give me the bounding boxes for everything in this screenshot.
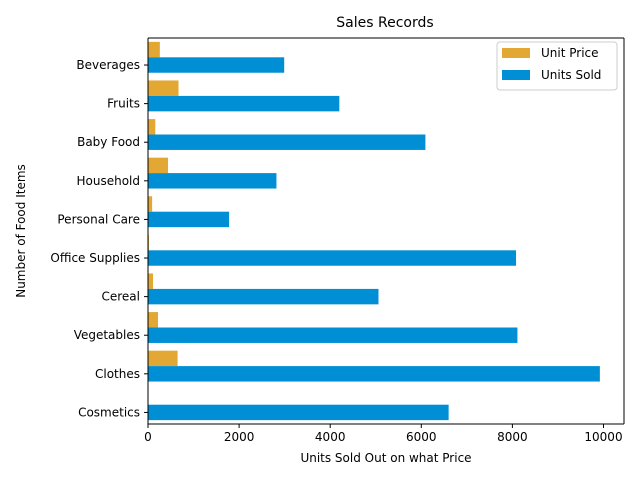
- bars-group: [148, 41, 600, 421]
- bar-unit-price-clothes: [148, 350, 178, 367]
- legend: Unit Price Units Sold: [496, 41, 618, 91]
- y-tick-label: Vegetables: [74, 328, 140, 342]
- x-tick-label: 2000: [224, 430, 255, 444]
- bar-unit-price-cereal: [148, 273, 154, 289]
- y-ticks-group: Cosmetics Clothes Vegetables Cereal Office S…: [50, 58, 148, 419]
- y-tick-label: Clothes: [95, 367, 140, 381]
- y-tick-label: Cosmetics: [78, 405, 140, 419]
- bar-units-sold-household: [148, 173, 277, 189]
- y-tick-label: Baby Food: [77, 135, 140, 149]
- legend-label-unit-price: Unit Price: [541, 46, 599, 60]
- bar-units-sold-baby-food: [148, 134, 426, 150]
- x-axis-label: Units Sold Out on what Price: [300, 451, 471, 465]
- y-tick-label: Personal Care: [57, 212, 140, 226]
- bar-units-sold-fruits: [148, 95, 340, 112]
- x-tick-label: 0: [144, 430, 152, 444]
- bar-unit-price-fruits: [148, 80, 179, 96]
- legend-label-units-sold: Units Sold: [541, 68, 601, 82]
- y-tick-label: Beverages: [76, 58, 140, 72]
- bar-unit-price-personal-care: [148, 196, 153, 212]
- y-tick-label: Fruits: [107, 97, 140, 111]
- x-ticks-group: 0 2000 4000 6000 8000 10000: [144, 424, 623, 444]
- x-tick-label: 8000: [497, 430, 528, 444]
- bar-units-sold-clothes: [148, 366, 600, 382]
- bar-unit-price-beverages: [148, 41, 160, 58]
- y-tick-label: Household: [76, 174, 140, 188]
- y-axis-label: Number of Food Items: [14, 164, 28, 298]
- bar-units-sold-beverages: [148, 57, 285, 73]
- y-tick-label: Office Supplies: [50, 251, 140, 265]
- y-tick-label: Cereal: [101, 290, 140, 304]
- x-tick-label: 10000: [584, 430, 622, 444]
- bar-unit-price-baby-food: [148, 119, 156, 135]
- bar-units-sold-cereal: [148, 288, 379, 305]
- bar-units-sold-personal-care: [148, 211, 230, 228]
- axes-group: [147, 37, 625, 425]
- bar-unit-price-household: [148, 157, 169, 174]
- bar-unit-price-vegetables: [148, 312, 159, 328]
- legend-swatch-units-sold: [502, 70, 530, 80]
- bar-units-sold-office-supplies: [148, 250, 517, 266]
- x-tick-label: 4000: [315, 430, 346, 444]
- chart-title: Sales Records: [336, 15, 433, 31]
- bar-units-sold-cosmetics: [148, 404, 449, 421]
- x-tick-label: 6000: [406, 430, 437, 444]
- legend-swatch-unit-price: [502, 48, 530, 58]
- bar-units-sold-vegetables: [148, 327, 518, 343]
